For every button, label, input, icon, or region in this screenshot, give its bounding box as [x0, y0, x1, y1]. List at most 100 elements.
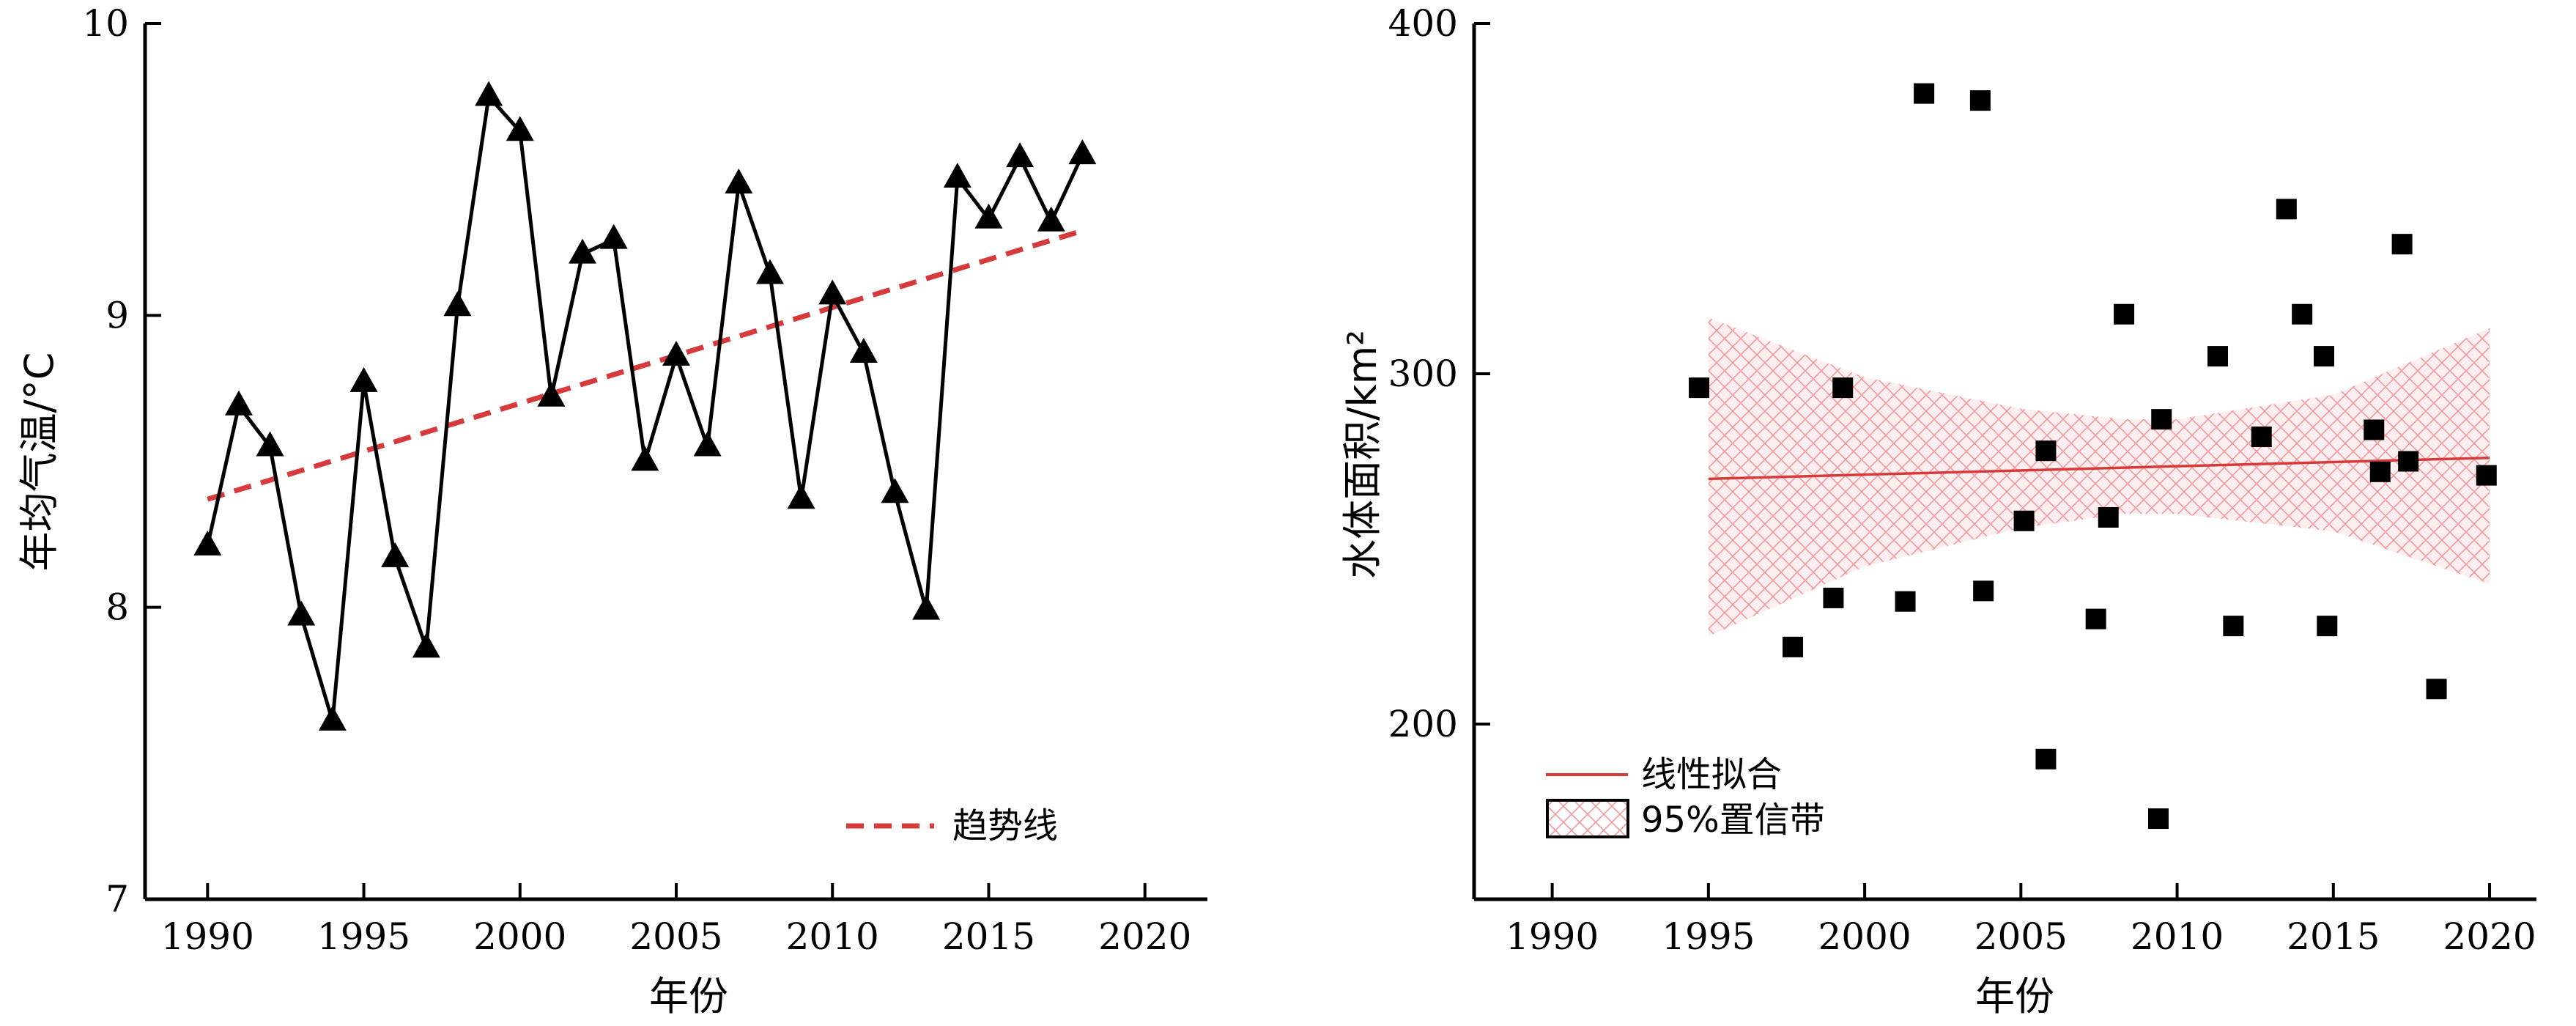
x-ticks-right: 1990 1995 2000 2005 2010 2015 2020 [1506, 883, 2536, 958]
x-tick-label: 2010 [786, 915, 879, 958]
data-point-triangle [787, 484, 815, 509]
x-tick-label: 2020 [2443, 915, 2536, 958]
data-point-triangle [1006, 142, 1035, 168]
data-point-triangle [599, 224, 628, 249]
legend-fit-label: 线性拟合 [1641, 754, 1782, 795]
x-tick-label: 1995 [317, 915, 410, 958]
data-point-triangle [256, 431, 284, 457]
y-tick-label: 7 [106, 878, 129, 920]
data-point-triangle [569, 238, 597, 264]
data-point-square [2476, 465, 2497, 486]
x-tick-label: 2000 [473, 915, 566, 958]
data-point-triangle [287, 600, 316, 626]
data-point-triangle [693, 431, 722, 457]
data-point-triangle [755, 259, 784, 284]
data-point-square [2098, 506, 2119, 528]
y-tick-label: 200 [1388, 703, 1458, 745]
data-point-triangle [1037, 206, 1065, 232]
x-tick-label: 2015 [2287, 915, 2380, 958]
legend-band-label: 95%置信带 [1641, 800, 1825, 841]
temperature-markers [193, 81, 1097, 731]
temperature-chart: 7 8 9 10 1990 1995 2000 2005 2010 2015 2020 年份 年均… [16, 2, 1207, 1019]
data-point-square [1895, 591, 1916, 612]
water-area-chart: 200 300 400 1990 1995 2000 2005 2010 2015 2020 年… [1339, 2, 2536, 1019]
data-point-triangle [443, 291, 472, 317]
x-axis-title-right: 年份 [1975, 973, 2054, 1019]
x-tick-label: 2000 [1818, 915, 1911, 958]
confidence-band [1708, 317, 2490, 637]
data-point-square [2314, 346, 2334, 367]
data-point-triangle [662, 341, 690, 366]
x-tick-label: 2005 [1974, 915, 2068, 958]
legend-band-swatch [1546, 799, 1629, 838]
data-point-square [1832, 377, 1854, 399]
data-point-triangle [881, 478, 909, 503]
legend-right: 线性拟合 95%置信带 [1546, 754, 1825, 841]
y-ticks-left: 7 8 9 10 [82, 2, 161, 920]
x-tick-label: 2010 [2131, 915, 2224, 958]
y-axis-title-right: 水体面积/km² [1339, 330, 1385, 579]
y-ticks-right: 200 300 400 [1388, 2, 1490, 745]
data-point-triangle [506, 116, 534, 141]
data-point-triangle [818, 279, 847, 305]
data-point-square [1969, 90, 1991, 111]
trend-line [207, 228, 1084, 502]
data-point-square [2292, 303, 2313, 325]
x-axis-title-left: 年份 [649, 973, 728, 1019]
data-point-triangle [381, 542, 410, 567]
data-point-square [1914, 83, 1935, 104]
data-point-square [2391, 234, 2413, 255]
y-tick-label: 300 [1388, 353, 1458, 395]
data-point-square [2398, 451, 2419, 472]
data-point-triangle [349, 366, 378, 392]
data-point-square [2426, 679, 2447, 700]
data-point-square [2035, 440, 2057, 462]
x-tick-label: 2020 [1098, 915, 1191, 958]
data-point-triangle [974, 203, 1003, 229]
data-point-square [2369, 461, 2391, 482]
y-tick-label: 400 [1388, 2, 1458, 45]
y-tick-label: 10 [82, 2, 129, 45]
x-tick-label: 1995 [1662, 915, 1755, 958]
water-area-markers [1689, 83, 2497, 830]
data-point-triangle [224, 390, 253, 416]
x-tick-label: 1990 [1506, 915, 1599, 958]
data-point-square [1973, 580, 1994, 602]
temperature-series-line [205, 95, 1084, 723]
y-tick-label: 8 [106, 586, 129, 629]
data-point-triangle [849, 338, 878, 363]
data-point-square [2147, 808, 2169, 830]
data-point-square [2276, 199, 2297, 220]
data-point-square [2223, 616, 2244, 637]
data-point-square [2114, 303, 2135, 325]
data-point-triangle [537, 381, 566, 407]
data-point-square [2251, 427, 2272, 448]
data-point-square [2364, 419, 2385, 440]
data-point-triangle [412, 632, 440, 658]
linear-fit-line [1708, 456, 2490, 481]
data-point-square [1783, 636, 1803, 657]
data-point-square [2013, 510, 2035, 531]
x-ticks-left: 1990 1995 2000 2005 2010 2015 2020 [161, 883, 1191, 958]
y-tick-label: 9 [106, 294, 129, 336]
data-point-square [2207, 346, 2228, 367]
x-tick-label: 1990 [161, 915, 254, 958]
legend-left: 趋势线 [846, 805, 1058, 846]
data-point-triangle [1068, 139, 1097, 165]
x-tick-label: 2005 [629, 915, 722, 958]
data-point-square [2035, 748, 2057, 770]
data-point-triangle [943, 163, 971, 188]
data-point-square [2085, 608, 2106, 630]
y-axis-title-left: 年均气温/°C [16, 353, 62, 572]
data-point-square [2151, 409, 2172, 430]
data-point-square [2317, 616, 2338, 637]
data-point-triangle [725, 169, 753, 194]
legend-trend-label: 趋势线 [952, 805, 1058, 846]
x-tick-label: 2015 [942, 915, 1035, 958]
confidence-band-tint [1708, 317, 2490, 637]
data-point-square [1689, 377, 1710, 399]
data-point-triangle [631, 446, 659, 471]
data-point-triangle [318, 705, 347, 731]
data-point-triangle [475, 81, 503, 106]
